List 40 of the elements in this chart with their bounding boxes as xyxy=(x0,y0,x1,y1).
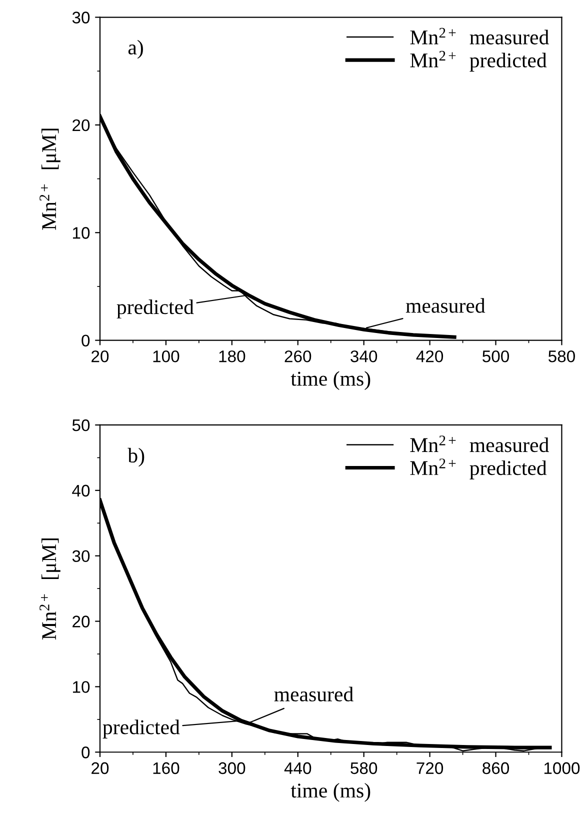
x-tick-label: 860 xyxy=(482,762,510,774)
y-tick-label: 10 xyxy=(72,227,90,239)
y-tick-label: 0 xyxy=(82,334,90,347)
x-tick-label: 260 xyxy=(284,350,312,362)
x-tick-label: 180 xyxy=(219,350,246,362)
x-tick-label: 20 xyxy=(92,350,109,362)
x-axis-title: time (ms) xyxy=(290,371,370,390)
y-tick-label: 40 xyxy=(72,484,90,497)
annotation: a) xyxy=(128,40,143,59)
x-tick-label: 580 xyxy=(350,762,378,774)
annotation: predicted xyxy=(102,720,180,739)
x-tick-label: 420 xyxy=(416,350,444,362)
x-tick-label: 340 xyxy=(350,350,378,362)
legend-label: Mn$^{2+}$ measured xyxy=(410,28,549,44)
annotation: predicted xyxy=(116,300,194,318)
y-tick-label: 0 xyxy=(82,746,90,758)
y-tick-label: 30 xyxy=(72,12,90,24)
legend-label: Mn$^{2+}$ measured xyxy=(410,436,549,452)
x-tick-label: 720 xyxy=(416,762,444,774)
legend-label: Mn$^{2+}$ predicted xyxy=(410,50,547,72)
x-tick-label: 500 xyxy=(482,350,510,362)
y-tick-label: 20 xyxy=(72,616,90,628)
annotation: measured xyxy=(274,686,354,702)
x-tick-label: 20 xyxy=(92,762,109,774)
x-tick-label: 300 xyxy=(218,762,246,774)
annotation: measured xyxy=(406,298,486,313)
y-axis-title: Mn$^{2+}$ [μM] xyxy=(40,538,60,640)
y-axis-title: Mn$^{2+}$ [μM] xyxy=(40,128,60,230)
y-tick-label: 20 xyxy=(72,119,90,132)
x-tick-label: 580 xyxy=(548,350,575,362)
x-tick-label: 440 xyxy=(284,762,312,774)
x-tick-label: 1000 xyxy=(544,762,580,774)
annotation: b) xyxy=(128,448,144,467)
x-axis-title: time (ms) xyxy=(290,782,370,802)
y-tick-label: 30 xyxy=(72,550,90,562)
x-tick-label: 100 xyxy=(153,350,180,362)
legend-label: Mn$^{2+}$ predicted xyxy=(410,458,547,480)
y-tick-label: 10 xyxy=(72,681,90,693)
x-tick-label: 160 xyxy=(153,762,180,774)
y-tick-label: 50 xyxy=(72,419,90,432)
